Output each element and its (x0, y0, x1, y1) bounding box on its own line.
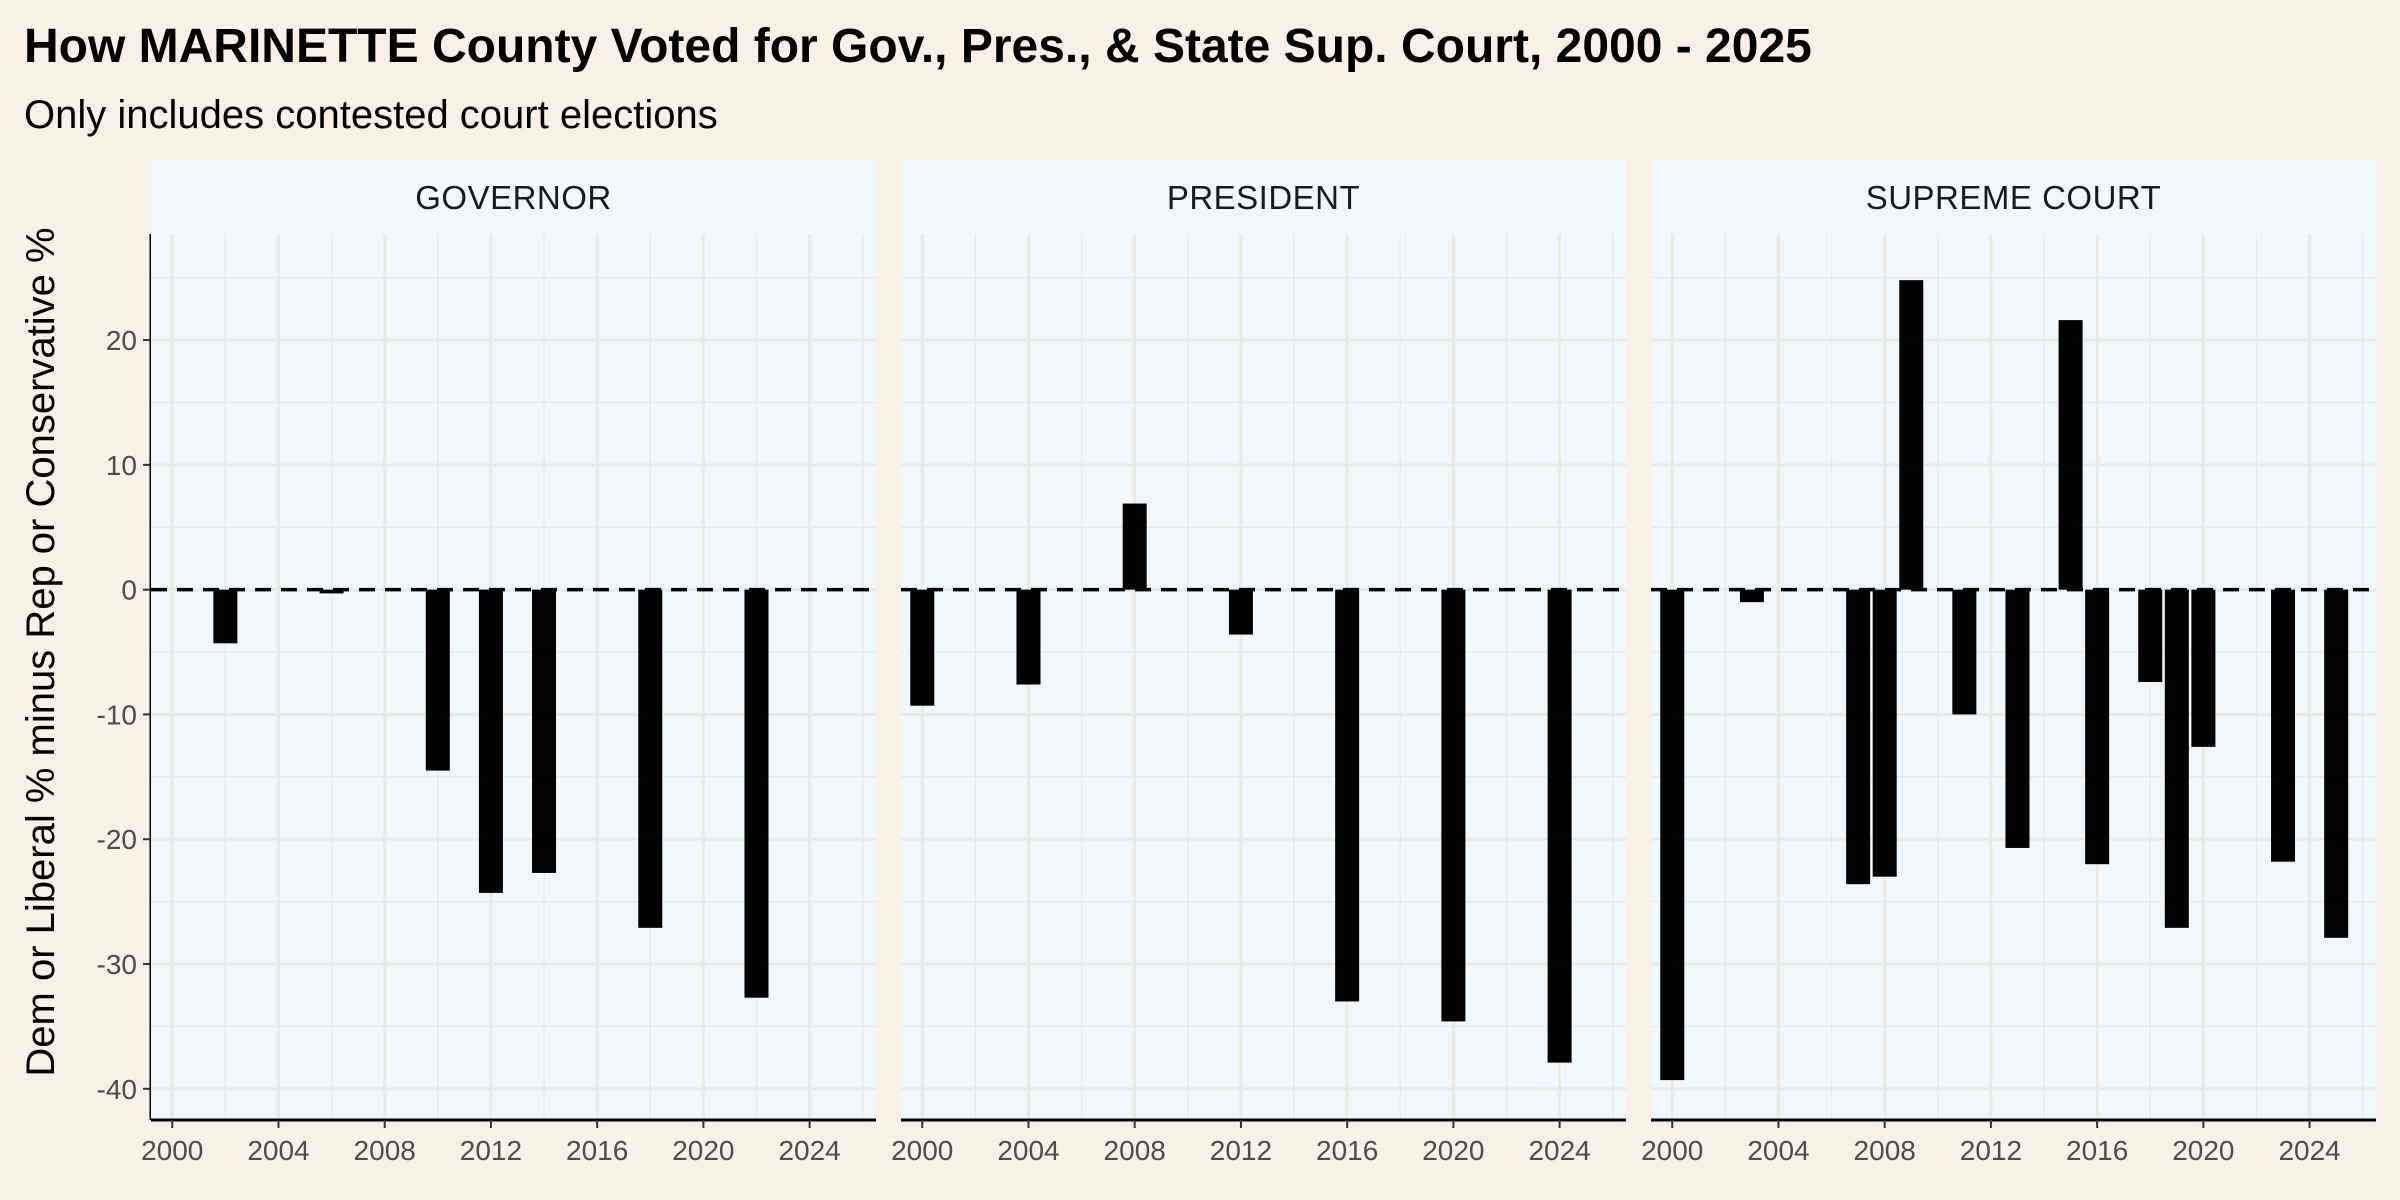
x-tick-label: 2016 (566, 1135, 628, 1166)
bar (213, 589, 238, 644)
x-tick-label: 2020 (1422, 1135, 1484, 1166)
y-axis-title: Dem or Liberal % minus Rep or Conservati… (19, 227, 63, 1076)
x-tick-label: 2016 (2066, 1135, 2128, 1166)
y-tick-label: 20 (106, 325, 137, 356)
bar (1441, 589, 1466, 1022)
bar (1122, 503, 1147, 590)
bar (1228, 589, 1253, 635)
bar (2271, 589, 2296, 862)
facet-panel-supreme-court: SUPREME COURT 2000 2004 2008 2012 2016 2020 202… (1641, 160, 2376, 1166)
bar (2058, 320, 2083, 590)
bar (2138, 589, 2163, 682)
x-tick-label: 2024 (778, 1135, 840, 1166)
bar (2191, 589, 2216, 747)
x-tick-label: 2020 (672, 1135, 734, 1166)
x-tick-label: 2012 (1960, 1135, 2022, 1166)
y-tick-label: -30 (97, 949, 137, 980)
bar (425, 589, 450, 771)
bar (744, 589, 769, 998)
y-tick-label: -10 (97, 699, 137, 730)
x-tick-label: 2008 (1104, 1135, 1166, 1166)
chart-subtitle: Only includes contested court elections (24, 93, 718, 137)
bar (2005, 589, 2030, 848)
bar (532, 589, 557, 873)
y-tick-label: 0 (121, 575, 137, 606)
x-tick-label: 2008 (1854, 1135, 1916, 1166)
chart-title: How MARINETTE County Voted for Gov., Pre… (24, 20, 1812, 73)
bar (478, 589, 503, 893)
bar (1872, 589, 1897, 877)
x-tick-label: 2016 (1316, 1135, 1378, 1166)
bar (1547, 589, 1572, 1063)
bar (1846, 589, 1871, 885)
bar (2085, 589, 2110, 865)
facet-strip-label: SUPREME COURT (1866, 179, 2162, 216)
bar (1899, 280, 1924, 590)
x-tick-label: 2012 (1210, 1135, 1272, 1166)
bar (2324, 589, 2349, 938)
bar (910, 589, 935, 706)
x-tick-label: 2024 (2278, 1135, 2340, 1166)
x-tick-label: 2004 (997, 1135, 1059, 1166)
y-tick-label: 10 (106, 450, 137, 481)
panel-background (901, 160, 1626, 1120)
x-tick-label: 2004 (247, 1135, 309, 1166)
x-tick-label: 2000 (1641, 1135, 1703, 1166)
x-tick-label: 2000 (141, 1135, 203, 1166)
x-tick-label: 2000 (891, 1135, 953, 1166)
bar (1660, 589, 1685, 1081)
bar (2164, 589, 2189, 928)
facet-panels: -40 -30 -20 -10 0 10 20 GOVERNOR 2000 2004 2008 201… (97, 160, 2376, 1166)
bar (1952, 589, 1977, 715)
facet-panel-governor: GOVERNOR 2000 2004 2008 2012 2016 2020 2024 (141, 160, 876, 1166)
x-tick-label: 2012 (460, 1135, 522, 1166)
facet-strip-label: PRESIDENT (1167, 179, 1360, 216)
bar (1016, 589, 1041, 685)
y-tick-label: -40 (97, 1074, 137, 1105)
facet-strip-label: GOVERNOR (415, 179, 612, 216)
bar (638, 589, 663, 928)
x-tick-label: 2024 (1528, 1135, 1590, 1166)
bar (319, 589, 344, 594)
x-tick-label: 2020 (2172, 1135, 2234, 1166)
y-tick-label: -20 (97, 824, 137, 855)
bar (1335, 589, 1360, 1002)
facet-panel-president: PRESIDENT 2000 2004 2008 2012 2016 2020 2024 (891, 160, 1626, 1166)
bar (1739, 589, 1764, 603)
x-tick-label: 2004 (1747, 1135, 1809, 1166)
x-tick-label: 2008 (354, 1135, 416, 1166)
